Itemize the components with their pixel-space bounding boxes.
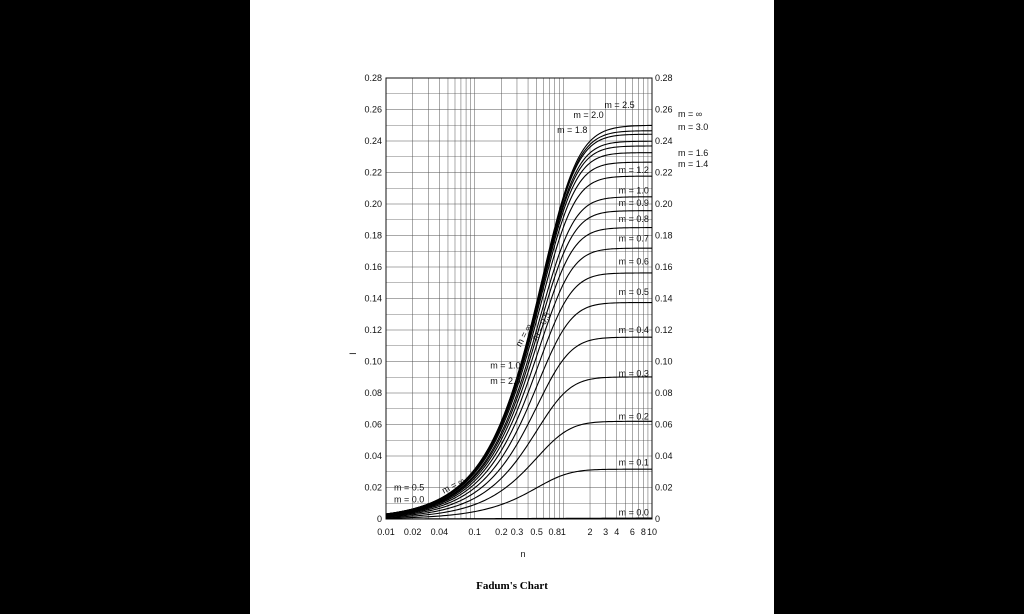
y-tick-label-left: 0.10	[364, 357, 382, 367]
series-curve	[385, 376, 653, 518]
curve-label: m = 2.0	[573, 110, 603, 120]
y-tick-label-left: 0.04	[364, 451, 382, 461]
y-tick-label-left: 0.16	[364, 262, 382, 272]
y-tick-label-left: 0.02	[364, 483, 382, 493]
series-curve	[385, 175, 653, 515]
x-tick-label: 0.3	[511, 527, 524, 537]
curve-label: m = 0.5	[619, 287, 649, 297]
x-tick-label: 2	[588, 527, 593, 537]
curve-label-left: m = 2.0	[490, 376, 520, 386]
x-tick-label: 3	[603, 527, 608, 537]
x-tick-label: 1	[561, 527, 566, 537]
y-tick-label-left: 0	[377, 514, 382, 524]
x-tick-label: 6	[630, 527, 635, 537]
x-tick-label: 0.1	[468, 527, 481, 537]
series-curve	[385, 420, 652, 519]
curve-label: m = 0.3	[619, 368, 649, 378]
curve-label: m = 3.0	[678, 122, 708, 132]
x-tick-label: 8	[641, 527, 646, 537]
curve-label: m = ∞	[678, 109, 702, 119]
curve-label: m = 0.6	[619, 256, 649, 266]
y-tick-label-left: 0.06	[364, 420, 382, 430]
y-tick-label-right: 0	[655, 514, 660, 524]
series-curve	[385, 210, 652, 516]
x-tick-label: 0.02	[404, 527, 422, 537]
y-tick-label-left: 0.18	[364, 231, 382, 241]
curve-label: m = 2.5	[604, 100, 634, 110]
curve-label: m = 1.8	[557, 125, 587, 135]
curve-label: m = 0.7	[619, 234, 649, 244]
curve-label: m = 0.4	[619, 325, 649, 335]
y-tick-label-right: 0.14	[655, 294, 673, 304]
y-tick-label-right: 0.26	[655, 105, 673, 115]
x-tick-label: 0.04	[431, 527, 449, 537]
y-tick-label-left: 0.08	[364, 388, 382, 398]
y-tick-label-left: 0.14	[364, 294, 382, 304]
x-tick-label: 0.01	[377, 527, 395, 537]
x-axis-title: n	[520, 549, 525, 559]
y-tick-label-left: 0.26	[364, 105, 382, 115]
y-tick-label-left: 0.22	[364, 168, 382, 178]
y-axis-title: I	[348, 352, 358, 355]
series-curve	[385, 336, 652, 517]
y-tick-label-right: 0.22	[655, 168, 673, 178]
x-tick-label: 10	[647, 527, 657, 537]
y-tick-label-right: 0.18	[655, 231, 673, 241]
curve-label: m = 1.4	[678, 159, 708, 169]
x-tick-label: 4	[614, 527, 619, 537]
chart-caption: Fadum's Chart	[476, 580, 548, 592]
curve-label: m = 1.6	[678, 148, 708, 158]
x-tick-label: 0.5	[530, 527, 543, 537]
y-tick-label-left: 0.28	[364, 73, 382, 83]
series-curve	[385, 517, 653, 520]
y-tick-label-right: 0.20	[655, 199, 673, 209]
y-tick-label-right: 0.24	[655, 136, 673, 146]
curve-label: m = 0.0	[619, 508, 649, 518]
y-tick-label-right: 0.28	[655, 73, 673, 83]
curve-label-left: m = 0.0	[394, 494, 424, 504]
y-tick-label-left: 0.24	[364, 136, 382, 146]
x-tick-label: 0.8	[548, 527, 561, 537]
curve-label: m = 0.9	[619, 198, 649, 208]
y-tick-label-right: 0.16	[655, 262, 673, 272]
curve-label: m = 1.2	[619, 165, 649, 175]
series-curve	[385, 227, 652, 516]
curve-label: m = 1.0	[619, 186, 649, 196]
y-tick-label-left: 0.12	[364, 325, 382, 335]
curve-label-left: m = 0.5	[394, 483, 424, 493]
y-tick-label-right: 0.08	[655, 388, 673, 398]
curve-label-left: m = 1.0	[490, 360, 520, 370]
document-page: 0.01 0.02 0.04 0.1 0.2 0.3 0.5 0.8 1 2 3 4 6 8 10 0 0 0.0…	[250, 0, 774, 614]
y-tick-label-right: 0.04	[655, 451, 673, 461]
series-curve	[385, 272, 652, 517]
series-curve	[385, 196, 652, 516]
series-curve	[385, 301, 652, 517]
x-tick-label: 0.2	[495, 527, 508, 537]
y-tick-label-left: 0.20	[364, 199, 382, 209]
y-tick-label-right: 0.10	[655, 357, 673, 367]
curve-label: m = 0.8	[619, 214, 649, 224]
curve-label: m = 0.1	[619, 457, 649, 467]
y-tick-label-right: 0.06	[655, 420, 673, 430]
y-tick-label-right: 0.02	[655, 483, 673, 493]
curve-label: m = 0.2	[619, 412, 649, 422]
series-curve	[385, 468, 652, 519]
series-curve	[385, 247, 652, 516]
fadum-chart: 0.01 0.02 0.04 0.1 0.2 0.3 0.5 0.8 1 2 3 4 6 8 10 0 0 0.0…	[348, 73, 708, 559]
y-tick-label-right: 0.12	[655, 325, 673, 335]
